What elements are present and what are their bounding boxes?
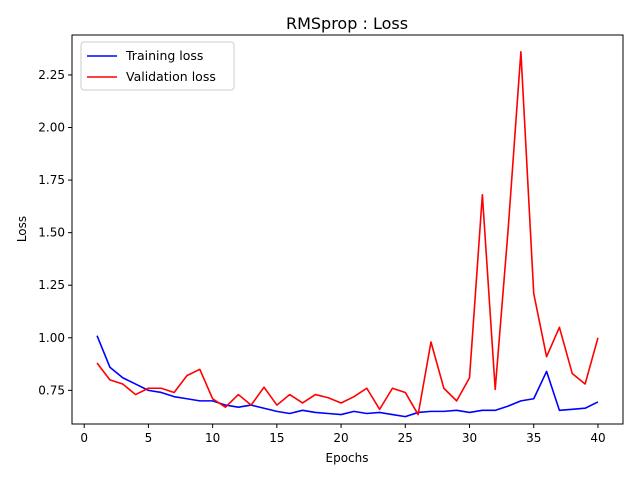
y-tick-label: 1.50 <box>38 226 65 240</box>
y-tick-label: 2.00 <box>38 121 65 135</box>
x-tick-label: 5 <box>145 431 153 445</box>
plot-lines <box>96 51 599 418</box>
y-tick-label: 1.25 <box>38 278 65 292</box>
legend-label-training: Training loss <box>125 48 203 63</box>
x-tick-label: 40 <box>590 431 605 445</box>
x-tick-label: 15 <box>269 431 284 445</box>
series-line-validation-loss <box>96 51 599 416</box>
y-axis-ticks: 0.75 1.00 1.25 1.50 1.75 2.00 2.25 <box>38 68 72 397</box>
x-tick-label: 30 <box>462 431 477 445</box>
legend-box <box>80 41 235 91</box>
y-tick-label: 2.25 <box>38 68 65 82</box>
x-tick-label: 20 <box>333 431 348 445</box>
x-axis-ticks: 0 5 10 15 20 25 30 35 40 <box>80 424 606 445</box>
y-axis-label: Loss <box>15 216 29 242</box>
x-tick-label: 10 <box>205 431 220 445</box>
plot-area-frame <box>71 34 624 425</box>
x-tick-label: 25 <box>398 431 413 445</box>
y-tick-label: 1.00 <box>38 331 65 345</box>
chart-title: RMSprop : Loss <box>286 14 408 33</box>
x-axis-label: Epochs <box>326 451 369 465</box>
legend-label-validation: Validation loss <box>126 69 216 84</box>
x-tick-label: 0 <box>80 431 88 445</box>
x-tick-label: 35 <box>526 431 541 445</box>
y-tick-label: 0.75 <box>38 383 65 397</box>
legend: Training loss Validation loss <box>80 41 235 91</box>
y-tick-label: 1.75 <box>38 173 65 187</box>
series-line-training-loss <box>96 335 599 418</box>
